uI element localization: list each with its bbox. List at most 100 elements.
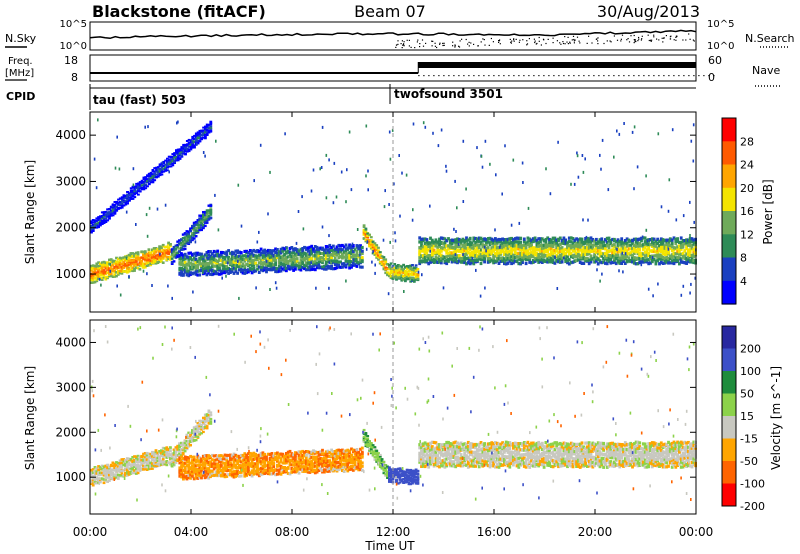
power-data-cell: [151, 176, 155, 179]
power-data-cell: [468, 253, 472, 257]
power-data-cell: [125, 255, 129, 258]
power-data-cell: [191, 258, 194, 262]
power-data-cell: [587, 249, 591, 254]
power-data-cell: [531, 246, 535, 250]
power-data-cell: [277, 253, 281, 257]
vel-data-cell: [108, 476, 111, 479]
power-data-cell: [144, 177, 148, 180]
power-data-cell: [528, 251, 532, 255]
power-data-cell: [481, 238, 485, 242]
power-data-cell: [418, 236, 422, 240]
vel-data-cell: [194, 425, 198, 428]
power-data-cell: [279, 269, 283, 273]
power-data-cell: [100, 220, 104, 222]
power-data-cell: [198, 217, 202, 220]
vel-data-cell: [131, 471, 135, 475]
power-data-cell: [566, 249, 569, 254]
power-data-cell: [371, 244, 375, 247]
vel-data-cell: [194, 432, 198, 435]
vel-data-cell: [129, 458, 133, 461]
power-data-cell: [126, 199, 129, 201]
power-data-cell: [679, 252, 683, 256]
power-data-cell: [339, 260, 342, 264]
power-data-cell: [115, 271, 118, 274]
power-data-cell: [247, 256, 250, 260]
power-data-cell: [611, 243, 614, 248]
power-data-cell: [396, 273, 400, 277]
vel-data-cell: [178, 456, 182, 460]
noise-search-dot: [414, 47, 416, 49]
power-data-cell: [187, 260, 191, 264]
nave-dot: [563, 75, 565, 77]
power-data-cell: [310, 249, 314, 253]
power-data-cell: [620, 253, 624, 257]
power-data-cell: [476, 250, 479, 254]
power-data-cell: [625, 249, 629, 253]
power-data-cell: [618, 248, 622, 252]
power-data-cell: [245, 249, 248, 253]
power-data-speck: [98, 277, 101, 281]
power-data-cell: [185, 140, 189, 142]
power-data-cell: [665, 250, 669, 254]
vel-data-cell: [207, 409, 211, 412]
power-data-cell: [234, 258, 238, 262]
power-data-cell: [248, 268, 252, 272]
noise-search-dot: [403, 41, 405, 43]
power-data-cell: [488, 241, 492, 245]
power-data-cell: [200, 262, 203, 266]
power-data-cell: [95, 219, 99, 222]
power-data-cell: [474, 241, 477, 245]
power-data-cell: [181, 237, 185, 240]
vel-data-cell: [154, 450, 158, 454]
power-data-cell: [654, 239, 658, 243]
power-data-cell: [485, 242, 488, 247]
power-data-cell: [466, 261, 470, 265]
power-data-cell: [421, 237, 425, 241]
power-data-cell: [465, 248, 468, 253]
vel-data-cell: [185, 447, 189, 451]
power-data-cell: [681, 243, 685, 247]
power-data-cell: [472, 262, 476, 266]
power-data-cell: [573, 253, 577, 257]
vel-data-cell: [116, 465, 120, 468]
power-data-cell: [100, 263, 104, 267]
power-data-cell: [170, 262, 174, 265]
power-data-cell: [414, 274, 418, 278]
power-data-cell: [147, 172, 151, 175]
power-data-cell: [587, 261, 591, 266]
power-data-cell: [126, 202, 129, 205]
power-data-cell: [566, 244, 569, 248]
power-data-cell: [111, 268, 115, 271]
power-data-cell: [678, 252, 681, 256]
power-data-cell: [409, 272, 413, 275]
power-data-cell: [454, 238, 458, 242]
vel-data-cell: [91, 471, 95, 474]
power-data-cell: [172, 250, 176, 253]
power-data-cell: [494, 242, 497, 246]
power-data-cell: [443, 237, 447, 241]
power-data-cell: [127, 259, 131, 263]
power-data-cell: [577, 247, 580, 251]
power-data-cell: [622, 259, 625, 263]
vel-data-cell: [136, 471, 140, 475]
power-data-cell: [133, 187, 137, 190]
vel-data-cell: [145, 463, 149, 467]
power-data-cell: [623, 261, 627, 265]
noise-search-dot: [515, 38, 517, 40]
power-data-cell: [153, 174, 157, 177]
power-data-cell: [158, 167, 162, 170]
power-data-cell: [243, 264, 247, 268]
power-data-cell: [97, 225, 100, 228]
power-data-cell: [380, 260, 384, 263]
power-data-cell: [530, 246, 533, 250]
power-data-cell: [622, 257, 625, 261]
power-data-cell: [613, 251, 616, 256]
power-data-speck: [125, 256, 128, 260]
power-data-cell: [360, 256, 364, 260]
power-data-cell: [632, 246, 636, 250]
power-data-cell: [427, 254, 431, 258]
power-data-cell: [202, 226, 205, 230]
power-data-cell: [113, 211, 117, 214]
vel-data-cell: [169, 446, 172, 449]
power-data-cell: [290, 251, 294, 255]
